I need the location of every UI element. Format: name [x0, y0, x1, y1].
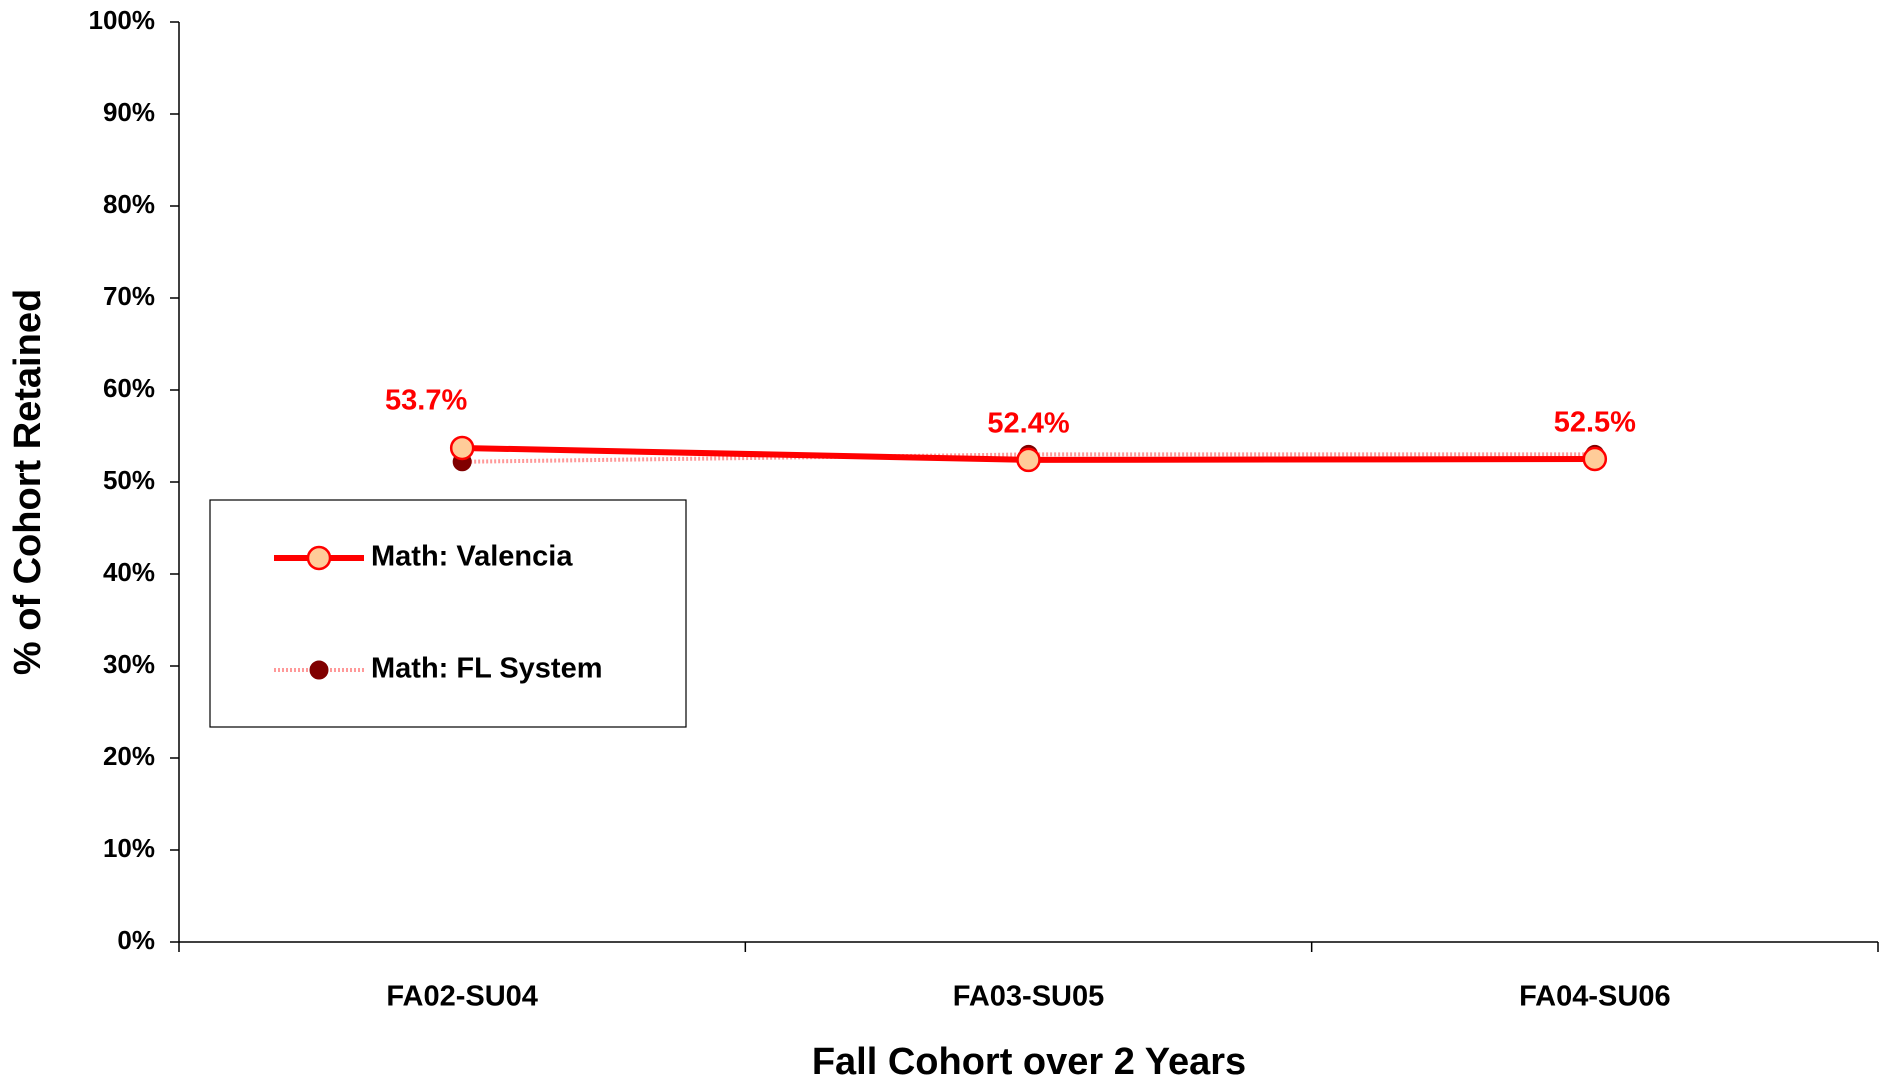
marker [1582, 446, 1608, 472]
x-tick-label: FA04-SU06 [1519, 981, 1671, 1013]
data-label: 52.4% [987, 408, 1069, 440]
series-line [462, 452, 1595, 464]
y-tick-label: 50% [103, 465, 155, 495]
legend-label: Math: FL System [371, 653, 603, 685]
x-axis-title: Fall Cohort over 2 Years [812, 1041, 1246, 1083]
data-label: 53.7% [385, 385, 467, 417]
y-tick-label: 70% [103, 281, 155, 311]
y-tick-label: 90% [103, 97, 155, 127]
legend-marker [309, 660, 329, 680]
legend-box [209, 499, 687, 728]
x-tick-label: FA02-SU04 [386, 981, 538, 1013]
y-tick-label: 40% [103, 557, 155, 587]
y-tick-label: 0% [117, 925, 155, 955]
y-axis-title: % of Cohort Retained [7, 289, 49, 675]
marker [1016, 447, 1041, 473]
y-tick-label: 60% [103, 373, 155, 403]
y-tick-label: 100% [89, 5, 156, 35]
legend-label: Math: Valencia [371, 541, 573, 573]
data-label: 52.5% [1554, 407, 1636, 439]
y-tick-label: 80% [103, 189, 155, 219]
legend-marker [306, 545, 332, 571]
marker [449, 435, 475, 461]
y-tick-label: 30% [103, 649, 155, 679]
y-tick-label: 10% [103, 833, 155, 863]
y-tick-label: 20% [103, 741, 155, 771]
x-tick-label: FA03-SU05 [953, 981, 1105, 1013]
